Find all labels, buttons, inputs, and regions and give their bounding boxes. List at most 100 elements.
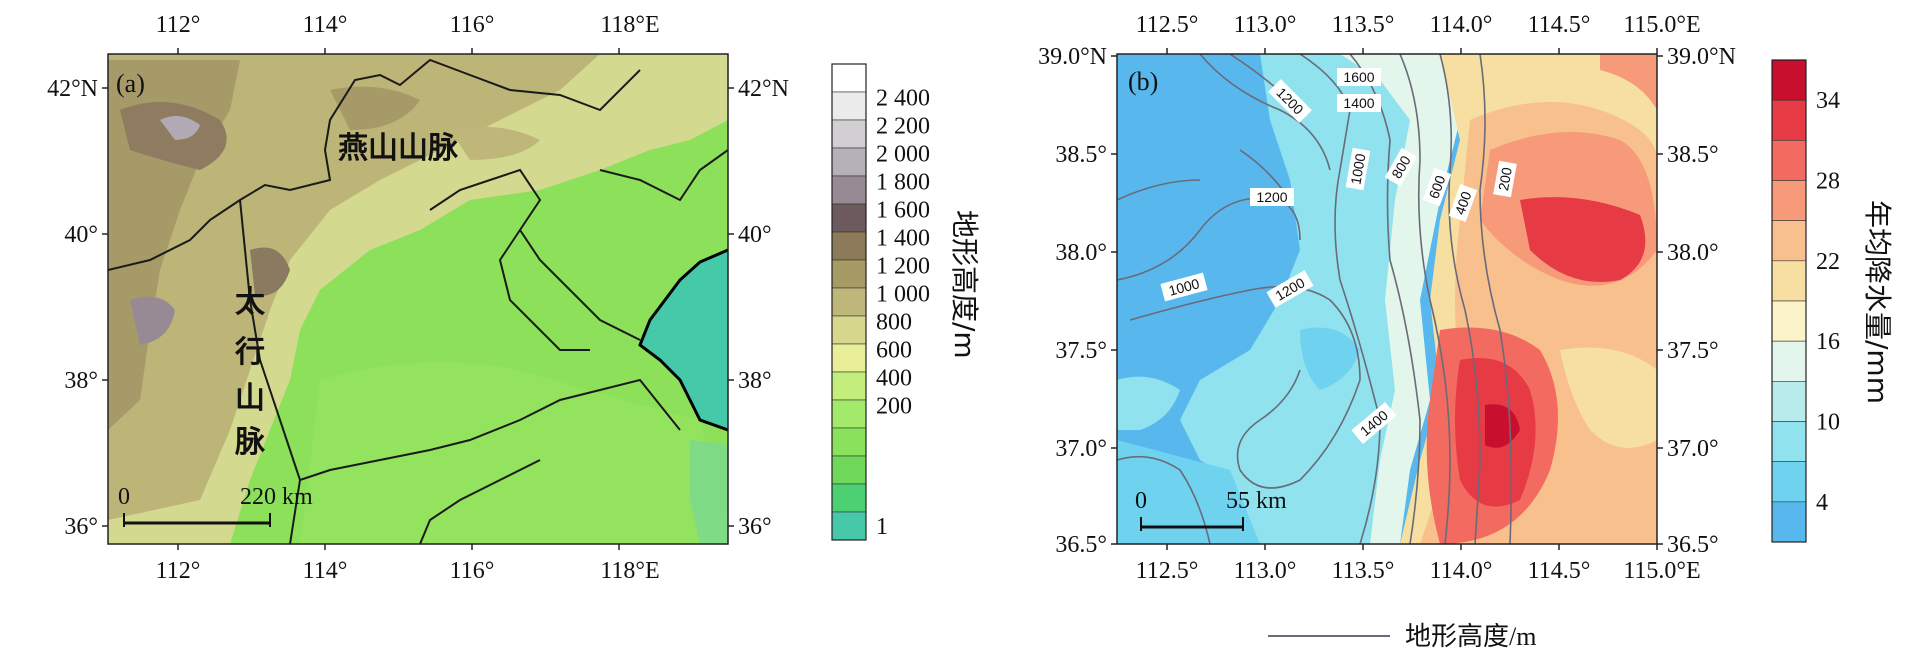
panel-b-xtick-bottom: 114.5° — [1528, 558, 1591, 584]
colorbar-swatch — [1771, 381, 1807, 422]
contour-legend: 地形高度/m — [1268, 622, 1536, 651]
contour-label: 1200 — [1256, 189, 1287, 205]
panel-b-tick-marks — [1166, 48, 1658, 550]
panel-a-ytick-left: 40° — [64, 222, 98, 248]
panel-a-colorbar — [831, 63, 867, 541]
colorbar-swatch — [831, 427, 867, 457]
contour-label: 1000 — [1167, 275, 1201, 299]
panel-b-ytick-marks — [1111, 55, 1663, 545]
colorbar-label: 1 400 — [876, 226, 930, 252]
colorbar-swatch — [1771, 421, 1807, 462]
panel-b-ytick-left: 36.5° — [1055, 532, 1107, 558]
panel-b-colorbar-title: 年均降水量/mm — [1861, 200, 1894, 404]
panel-b-ytick-left: 38.5° — [1055, 142, 1107, 168]
colorbar-label: 22 — [1816, 249, 1840, 275]
colorbar-swatch — [1771, 300, 1807, 342]
panel-b-xtick-top: 114.0° — [1430, 12, 1493, 38]
panel-a-ytick-left: 36° — [64, 514, 98, 540]
colorbar-swatch — [831, 63, 867, 93]
panel-b-colorbar-labels: 34 28 22 16 10 4 — [1816, 88, 1840, 516]
mountain-label-taihang: 太 — [235, 285, 266, 320]
colorbar-swatch — [831, 175, 867, 205]
mountain-label-taihang: 山 — [235, 381, 265, 416]
colorbar-label: 1 — [876, 514, 888, 540]
colorbar-swatch — [1771, 59, 1807, 101]
colorbar-label: 2 400 — [876, 86, 930, 112]
panel-a-map — [108, 54, 728, 544]
panel-b-xtick-bottom: 112.5° — [1136, 558, 1199, 584]
panel-b-ytick-right: 38.0° — [1667, 240, 1719, 266]
panel-b-ytick-right: 37.0° — [1667, 436, 1719, 462]
panel-a-ytick-left: 42°N — [47, 76, 98, 102]
contour-label: 1600 — [1343, 69, 1374, 85]
panel-b-xtick-top: 113.5° — [1332, 12, 1395, 38]
panel-b-xtick-bottom: 115.0°E — [1623, 558, 1700, 584]
colorbar-swatch — [831, 119, 867, 149]
panel-b-xtick-bottom: 113.5° — [1332, 558, 1395, 584]
panel-b-ytick-left: 39.0°N — [1038, 44, 1107, 70]
colorbar-swatch — [831, 147, 867, 177]
panel-b-xtick-bottom: 114.0° — [1430, 558, 1493, 584]
panel-a-ytick-right: 36° — [738, 514, 772, 540]
colorbar-swatch — [1771, 260, 1807, 302]
colorbar-swatch — [831, 231, 867, 261]
colorbar-swatch — [1771, 220, 1807, 262]
colorbar-swatch — [831, 455, 867, 485]
colorbar-swatch — [831, 91, 867, 121]
colorbar-swatch — [831, 371, 867, 401]
colorbar-swatch — [1771, 340, 1807, 382]
colorbar-swatch — [1771, 99, 1807, 141]
colorbar-label: 10 — [1816, 410, 1840, 436]
colorbar-swatch — [831, 483, 867, 513]
colorbar-swatch — [831, 203, 867, 233]
panel-a-colorbar-title: 地形高度/m — [948, 210, 981, 359]
colorbar-label: 600 — [876, 338, 912, 364]
mountain-label-taihang: 行 — [234, 335, 265, 370]
contour-label: 600 — [1425, 173, 1448, 201]
panel-b-ytick-right: 39.0°N — [1667, 44, 1736, 70]
panel-a-xtick-bottom: 114° — [303, 558, 348, 584]
contour-label: 400 — [1451, 189, 1474, 217]
panel-a-xtick-top: 118°E — [600, 12, 659, 38]
panel-a-xtick-top: 112° — [156, 12, 201, 38]
colorbar-label: 1 800 — [876, 170, 930, 196]
panel-b-xtick-top: 113.0° — [1234, 12, 1297, 38]
colorbar-swatch — [1771, 140, 1807, 181]
scale-start: 0 — [118, 484, 130, 510]
colorbar-label: 16 — [1816, 329, 1840, 355]
colorbar-swatch — [831, 287, 867, 317]
panel-a-xtick-bottom: 116° — [450, 558, 495, 584]
panel-b-colorbar — [1771, 59, 1807, 543]
panel-b-ytick-left: 38.0° — [1055, 240, 1107, 266]
panel-a-scale-bar: 0 220 km — [118, 484, 313, 527]
panel-b-xtick-top: 114.5° — [1528, 12, 1591, 38]
panel-b-xtick-top: 115.0°E — [1623, 12, 1700, 38]
panel-b-xtick-bottom: 113.0° — [1234, 558, 1297, 584]
scale-start: 0 — [1135, 488, 1147, 514]
panel-a-ytick-right: 40° — [738, 222, 772, 248]
panel-b-ytick-right: 38.5° — [1667, 142, 1719, 168]
colorbar-swatch — [1771, 461, 1807, 503]
contour-label: 1400 — [1343, 95, 1374, 111]
colorbar-label: 400 — [876, 366, 912, 392]
panel-b-ytick-right: 36.5° — [1667, 532, 1719, 558]
colorbar-label: 1 000 — [876, 282, 930, 308]
panel-a-xtick-top: 116° — [450, 12, 495, 38]
panel-b-map: 1600 1400 1200 1200 1000 1000 800 600 40… — [1117, 54, 1657, 544]
colorbar-label: 2 200 — [876, 114, 930, 140]
colorbar-label: 2 000 — [876, 142, 930, 168]
panel-b-scale-bar: 0 55 km — [1135, 488, 1287, 531]
panel-b-xtick-top: 112.5° — [1136, 12, 1199, 38]
panel-b-frame — [1116, 53, 1658, 545]
panel-a-ytick-right: 42°N — [738, 76, 789, 102]
contour-label: 200 — [1495, 166, 1515, 192]
legend-label: 地形高度/m — [1405, 622, 1536, 651]
scale-end: 55 km — [1226, 488, 1287, 514]
colorbar-label: 1 200 — [876, 254, 930, 280]
scale-end: 220 km — [240, 484, 313, 510]
colorbar-swatch — [831, 315, 867, 345]
colorbar-swatch — [1771, 501, 1807, 543]
panel-a-xtick-bottom: 118°E — [600, 558, 659, 584]
